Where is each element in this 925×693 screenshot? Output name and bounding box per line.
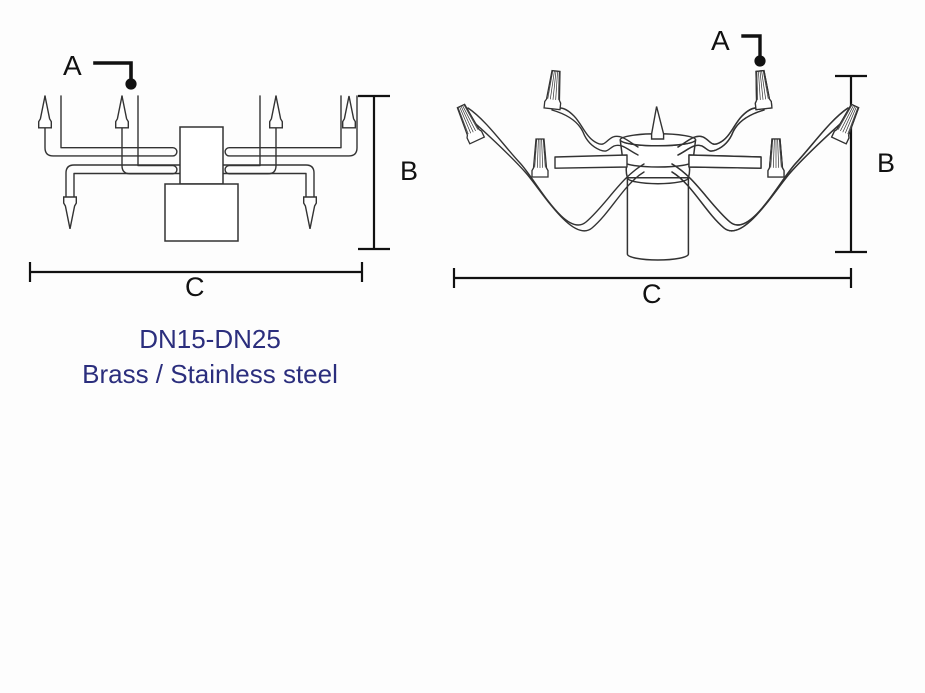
svg-text:B: B — [877, 148, 895, 178]
svg-text:C: C — [185, 272, 205, 300]
svg-text:A: A — [63, 50, 82, 81]
svg-text:A: A — [711, 25, 730, 56]
svg-text:C: C — [642, 279, 662, 309]
svg-text:B: B — [400, 156, 418, 186]
